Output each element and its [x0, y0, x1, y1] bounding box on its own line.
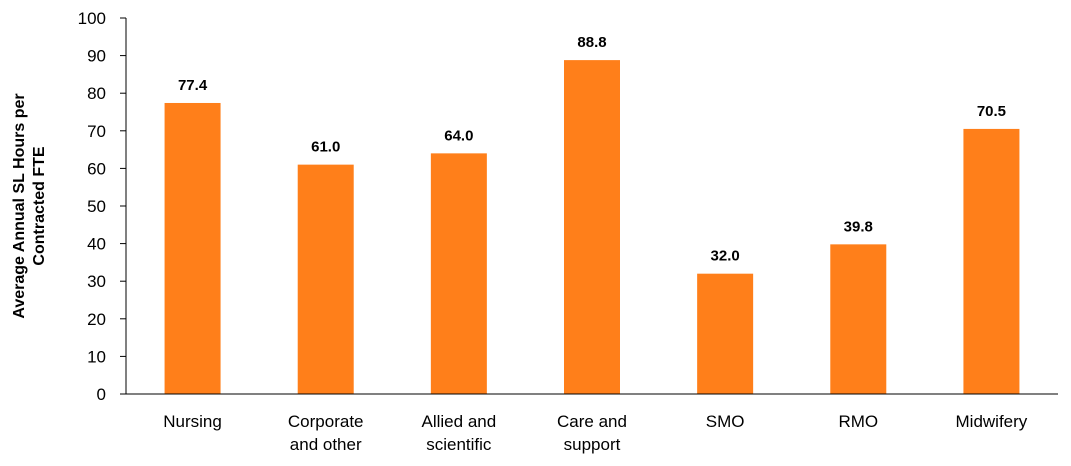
category-label: Midwifery — [956, 412, 1028, 431]
bar — [830, 244, 887, 394]
y-axis-title: Average Annual SL Hours per Contracted FT… — [11, 93, 48, 318]
category-label: SMO — [706, 412, 745, 431]
y-tick-label: 80 — [87, 84, 106, 103]
data-label: 32.0 — [711, 248, 740, 265]
bar — [430, 153, 487, 394]
y-axis-title-line: Average Annual SL Hours per — [11, 93, 28, 318]
category-label: support — [564, 435, 621, 454]
y-tick-label: 0 — [97, 385, 106, 404]
y-axis-ticks: 0 10 20 30 40 50 60 70 80 90 100 — [78, 9, 126, 404]
y-axis-title-line: Contracted FTE — [31, 146, 48, 265]
bars — [164, 60, 1020, 395]
data-label: 77.4 — [178, 77, 208, 94]
y-tick-label: 10 — [87, 347, 106, 366]
y-tick-label: 70 — [87, 122, 106, 141]
bar — [963, 128, 1020, 395]
data-labels: 77.4 61.0 64.0 88.8 32.0 39.8 70.5 — [178, 34, 1006, 265]
y-tick-label: 90 — [87, 47, 106, 66]
bar — [564, 60, 620, 394]
category-label: Allied and — [422, 412, 497, 431]
data-label: 39.8 — [844, 218, 873, 235]
category-label: Care and — [557, 412, 627, 431]
data-label: 61.0 — [311, 139, 340, 156]
bar — [297, 164, 354, 394]
x-axis-categories: Nursing Corporate and other Allied and scien… — [163, 412, 1028, 454]
category-label: and other — [290, 435, 362, 454]
bar — [164, 102, 221, 394]
bar — [697, 273, 754, 394]
data-label: 64.0 — [444, 127, 473, 144]
y-tick-label: 30 — [87, 272, 106, 291]
category-label: scientific — [426, 435, 492, 454]
category-label: Nursing — [163, 412, 222, 431]
y-tick-label: 40 — [87, 235, 106, 254]
category-label: RMO — [838, 412, 878, 431]
data-label: 70.5 — [977, 103, 1006, 120]
data-label: 88.8 — [577, 34, 606, 51]
y-tick-label: 50 — [87, 197, 106, 216]
y-tick-label: 20 — [87, 310, 106, 329]
y-tick-label: 60 — [87, 159, 106, 178]
y-tick-label: 100 — [78, 9, 106, 28]
category-label: Corporate — [288, 412, 364, 431]
